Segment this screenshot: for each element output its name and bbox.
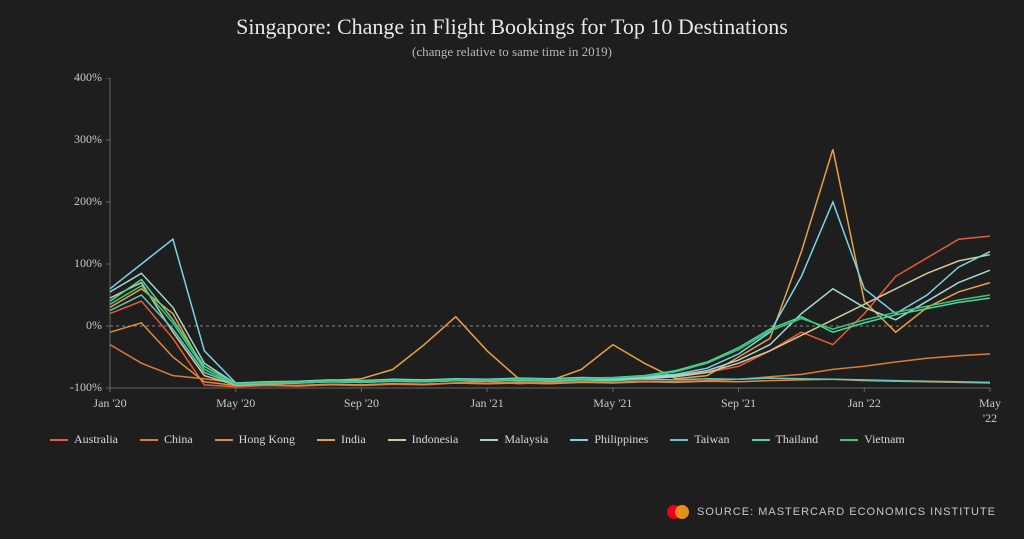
y-tick-label: 100%: [58, 256, 102, 271]
legend-swatch: [670, 439, 688, 441]
x-tick-label: Sep '21: [721, 396, 756, 411]
legend-item-indonesia: Indonesia: [388, 432, 459, 447]
legend-swatch: [317, 439, 335, 441]
legend-label: China: [164, 432, 193, 447]
legend-item-hong-kong: Hong Kong: [215, 432, 295, 447]
series-hong-kong: [110, 323, 990, 386]
legend-item-taiwan: Taiwan: [670, 432, 729, 447]
legend-swatch: [840, 439, 858, 441]
series-vietnam: [110, 286, 990, 385]
mastercard-logo-icon: [667, 505, 689, 519]
legend-item-philippines: Philippines: [570, 432, 648, 447]
legend-item-thailand: Thailand: [752, 432, 819, 447]
legend-item-india: India: [317, 432, 366, 447]
legend-swatch: [752, 439, 770, 441]
legend-item-malaysia: Malaysia: [480, 432, 548, 447]
legend-swatch: [50, 439, 68, 441]
x-tick-label: Sep '20: [344, 396, 379, 411]
x-tick-label: Jan '21: [471, 396, 504, 411]
chart-subtitle: (change relative to same time in 2019): [0, 44, 1024, 60]
legend-label: Indonesia: [412, 432, 459, 447]
legend-item-vietnam: Vietnam: [840, 432, 905, 447]
chart-svg: [60, 78, 1000, 423]
y-tick-label: -100%: [58, 380, 102, 395]
source-text: SOURCE: MASTERCARD ECONOMICS INSTITUTE: [697, 506, 996, 518]
y-tick-label: 200%: [58, 194, 102, 209]
x-tick-label: May '22: [979, 396, 1001, 426]
legend-swatch: [570, 439, 588, 441]
legend-label: Australia: [74, 432, 118, 447]
series-india: [110, 149, 990, 384]
x-tick-label: May '21: [593, 396, 632, 411]
legend-label: Hong Kong: [239, 432, 295, 447]
source-attribution: SOURCE: MASTERCARD ECONOMICS INSTITUTE: [667, 505, 996, 519]
legend-swatch: [480, 439, 498, 441]
legend-label: India: [341, 432, 366, 447]
y-tick-label: 400%: [58, 70, 102, 85]
series-australia: [110, 236, 990, 387]
chart-area: -100%0%100%200%300%400%Jan '20May '20Sep…: [60, 78, 1000, 408]
legend-item-australia: Australia: [50, 432, 118, 447]
legend-item-china: China: [140, 432, 193, 447]
chart-title: Singapore: Change in Flight Bookings for…: [0, 0, 1024, 40]
legend-swatch: [215, 439, 233, 441]
legend-label: Philippines: [594, 432, 648, 447]
x-tick-label: Jan '22: [848, 396, 881, 411]
x-tick-label: May '20: [216, 396, 255, 411]
series-thailand: [110, 280, 990, 384]
series-taiwan: [110, 295, 990, 384]
x-tick-label: Jan '20: [93, 396, 126, 411]
chart-legend: Australia China Hong Kong India Indonesia Mal…: [50, 432, 990, 447]
legend-label: Vietnam: [864, 432, 905, 447]
legend-label: Thailand: [776, 432, 819, 447]
series-philippines: [110, 202, 990, 383]
legend-swatch: [140, 439, 158, 441]
legend-label: Taiwan: [694, 432, 729, 447]
legend-swatch: [388, 439, 406, 441]
legend-label: Malaysia: [504, 432, 548, 447]
y-tick-label: 0%: [58, 318, 102, 333]
y-tick-label: 300%: [58, 132, 102, 147]
